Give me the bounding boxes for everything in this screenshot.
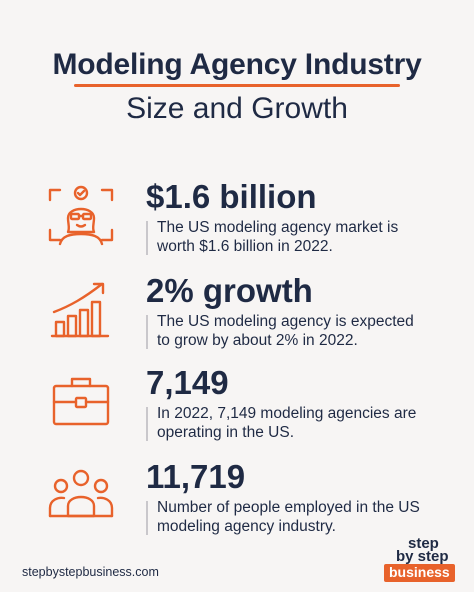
stat-employment: 11,719 Number of people employed in the … — [0, 458, 474, 540]
stat-headline: 2% growth — [146, 272, 313, 309]
desc-divider — [146, 407, 148, 441]
stat-market-size: $1.6 billion The US modeling agency mark… — [0, 178, 474, 260]
title-text: Modeling Agency Industry — [52, 48, 422, 81]
logo-line-step: step — [408, 535, 439, 552]
stat-agencies: 7,149 In 2022, 7,149 modeling agencies a… — [0, 364, 474, 446]
page-title: Modeling Agency Industry — [52, 48, 422, 87]
stat-growth: 2% growth The US modeling agency is expe… — [0, 272, 474, 354]
stat-headline: $1.6 billion — [146, 178, 317, 215]
stat-description: The US modeling agency is expected to gr… — [157, 313, 414, 349]
desc-divider — [146, 501, 148, 535]
stat-headline: 11,719 — [146, 458, 246, 495]
header: Modeling Agency Industry Size and Growth — [0, 48, 474, 126]
model-portrait-icon — [46, 184, 116, 246]
brand-logo: step by step business — [380, 536, 460, 584]
logo-line-business: business — [384, 564, 455, 582]
footer-url-link[interactable]: stepbystepbusiness.com — [22, 565, 159, 579]
desc-divider — [146, 221, 148, 255]
briefcase-icon — [46, 370, 116, 432]
growth-chart-icon — [46, 278, 116, 340]
stat-description: The US modeling agency market is worth $… — [157, 219, 399, 255]
stat-description: In 2022, 7,149 modeling agencies are ope… — [157, 405, 417, 441]
logo-line-by-step: by step — [396, 548, 449, 565]
title-underline — [74, 84, 400, 87]
desc-divider — [146, 315, 148, 349]
stat-headline: 7,149 — [146, 364, 229, 401]
stat-description: Number of people employed in the US mode… — [157, 499, 420, 535]
page-subtitle: Size and Growth — [126, 92, 348, 125]
people-group-icon — [46, 464, 116, 526]
